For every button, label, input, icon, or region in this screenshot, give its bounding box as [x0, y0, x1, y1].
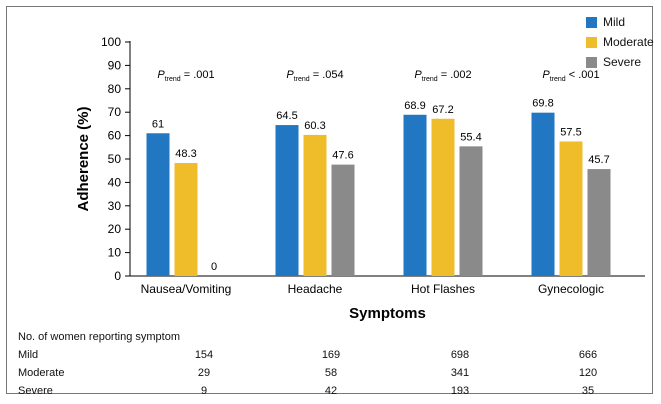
counts-row-severe: Severe 9 42 193 35: [18, 382, 638, 400]
legend-label-severe: Severe: [603, 55, 642, 69]
y-tick-label: 0: [114, 269, 121, 283]
ptrend-annotation: Ptrend < .001: [542, 69, 599, 83]
counts-cell: 29: [197, 367, 211, 379]
y-tick-label: 100: [101, 35, 121, 49]
y-tick-label: 20: [108, 222, 122, 236]
bar-data-label: 55.4: [460, 131, 481, 143]
legend-item-severe: Severe: [586, 52, 654, 72]
counts-cell: 58: [324, 367, 338, 379]
x-tick-label: Gynecologic: [538, 282, 604, 296]
legend-label-mild: Mild: [603, 15, 626, 29]
counts-table-title: No. of women reporting symptom: [18, 331, 181, 343]
bar-severe: [331, 164, 355, 276]
y-tick-label: 90: [108, 58, 122, 72]
legend-swatch-moderate: [586, 36, 597, 48]
y-tick-label: 60: [108, 129, 122, 143]
bar-data-label: 47.6: [332, 150, 353, 162]
counts-row-label: Mild: [18, 349, 39, 361]
bar-data-label: 69.8: [532, 98, 553, 110]
x-tick-label: Nausea/Vomiting: [141, 282, 232, 296]
x-axis-title: Symptoms: [349, 305, 426, 322]
bar-data-label: 61: [152, 118, 164, 130]
y-tick-label: 10: [108, 246, 122, 260]
x-tick-label: Headache: [288, 282, 343, 296]
counts-table: No. of women reporting symptom Mild 154 …: [18, 329, 638, 400]
counts-cell: 154: [194, 349, 214, 361]
bar-data-label: 60.3: [304, 120, 325, 132]
bar-data-label: 0: [211, 261, 217, 273]
bar-mild: [146, 133, 170, 276]
y-axis-title: Adherence (%): [75, 106, 92, 211]
counts-cell: 42: [324, 385, 338, 397]
legend: Mild Moderate Severe: [586, 12, 654, 72]
legend-swatch-mild: [586, 16, 597, 28]
counts-cell: 698: [450, 349, 470, 361]
legend-label-moderate: Moderate: [603, 35, 654, 49]
counts-cell: 35: [581, 385, 595, 397]
legend-swatch-severe: [586, 56, 597, 68]
ptrend-annotation: Ptrend = .054: [286, 69, 343, 83]
counts-cell: 666: [578, 349, 598, 361]
ptrend-annotation: Ptrend = .002: [414, 69, 471, 83]
counts-row-label: Severe: [18, 385, 53, 397]
counts-row-label: Moderate: [18, 367, 65, 379]
legend-item-moderate: Moderate: [586, 32, 654, 52]
counts-row-mild: Mild 154 169 698 666: [18, 346, 638, 364]
bar-data-label: 64.5: [276, 110, 297, 122]
counts-cell: 120: [578, 367, 598, 379]
counts-cell: 9: [200, 385, 208, 397]
bar-severe: [459, 146, 483, 276]
y-tick-label: 70: [108, 105, 122, 119]
bar-moderate: [303, 134, 327, 276]
bar-severe: [587, 169, 611, 276]
counts-cell: 169: [321, 349, 341, 361]
counts-row-moderate: Moderate 29 58 341 120: [18, 364, 638, 382]
bar-data-label: 45.7: [588, 154, 609, 166]
bar-moderate: [431, 118, 455, 276]
y-tick-label: 80: [108, 82, 122, 96]
bar-data-label: 67.2: [432, 104, 453, 116]
bar-mild: [531, 112, 555, 276]
y-tick-label: 30: [108, 199, 122, 213]
bar-mild: [275, 125, 299, 276]
bar-mild: [403, 114, 427, 276]
legend-item-mild: Mild: [586, 12, 654, 32]
y-tick-label: 40: [108, 175, 122, 189]
ptrend-annotation: Ptrend = .001: [157, 69, 214, 83]
counts-cell: 341: [450, 367, 470, 379]
counts-cell: 193: [450, 385, 470, 397]
y-tick-label: 50: [108, 152, 122, 166]
x-tick-label: Hot Flashes: [411, 282, 475, 296]
bar-data-label: 68.9: [404, 100, 425, 112]
bar-moderate: [174, 162, 198, 276]
bar-data-label: 48.3: [175, 148, 196, 160]
bar-data-label: 57.5: [560, 126, 581, 138]
bar-moderate: [559, 141, 583, 276]
